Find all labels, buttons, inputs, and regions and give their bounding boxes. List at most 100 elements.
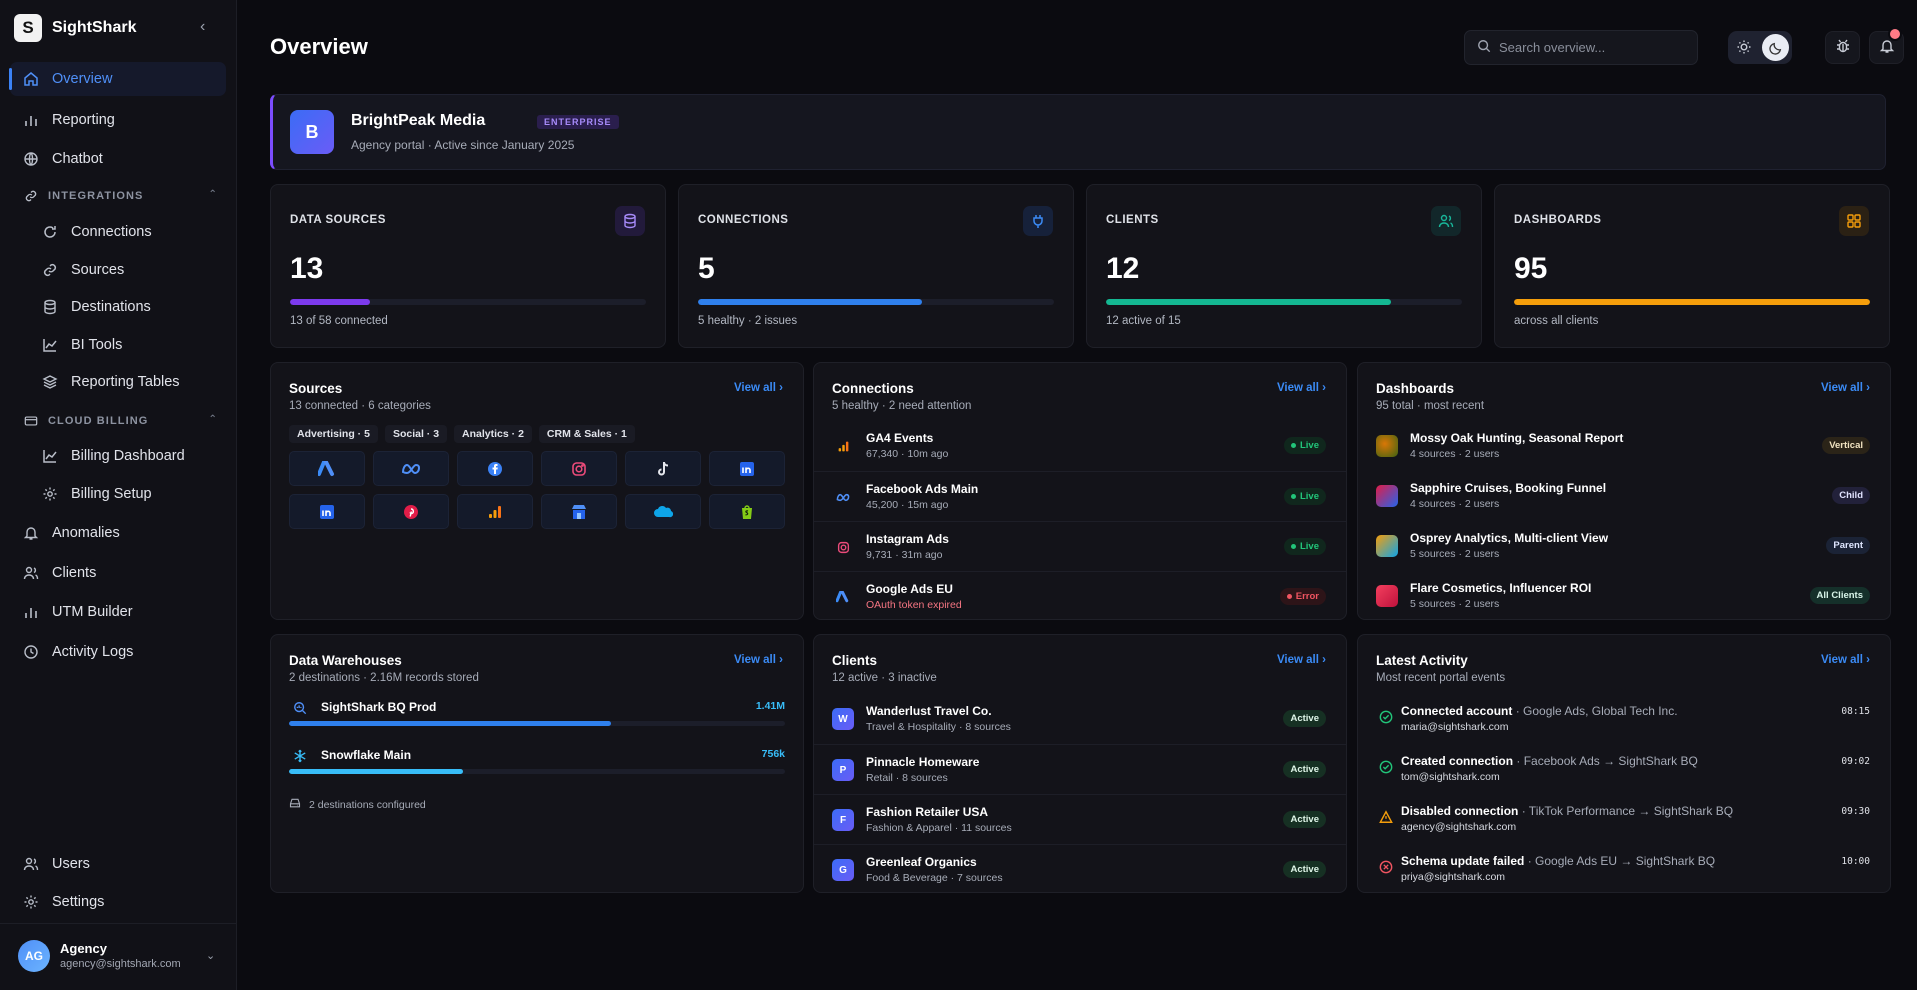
connection-row[interactable]: Instagram Ads 9,731 · 31m ago Live bbox=[814, 521, 1346, 571]
sidebar-item-connections[interactable]: Connections bbox=[10, 215, 226, 249]
sidebar-item-anomalies[interactable]: Anomalies bbox=[10, 516, 226, 550]
card-subtitle: 12 active · 3 inactive bbox=[832, 672, 937, 684]
view-all-activity-link[interactable]: View all › bbox=[1821, 654, 1870, 666]
chevron-right-icon: › bbox=[1322, 382, 1326, 394]
theme-toggle[interactable] bbox=[1728, 31, 1792, 64]
activity-row[interactable]: Schema update failed · Google Ads EU → S… bbox=[1358, 844, 1890, 894]
activity-row[interactable]: Disabled connection · TikTok Performance… bbox=[1358, 794, 1890, 844]
error-circle-icon bbox=[1378, 859, 1394, 875]
link-label: View all bbox=[1820, 382, 1863, 394]
page-title: Overview bbox=[270, 34, 368, 59]
users-icon bbox=[22, 564, 40, 582]
sidebar-item-sources[interactable]: Sources bbox=[10, 253, 226, 287]
status-badge: Active bbox=[1283, 761, 1326, 778]
instagram-icon[interactable] bbox=[541, 451, 617, 486]
collapse-sidebar-chevron-left-icon[interactable]: ‹ bbox=[200, 18, 206, 35]
client-detail: Fashion & Apparel · 11 sources bbox=[866, 822, 1012, 834]
main-content: Overview B BrightPeak Media ENTERPRISE A… bbox=[237, 0, 1917, 990]
search-icon bbox=[1477, 39, 1491, 56]
sidebar-item-billing-dashboard[interactable]: Billing Dashboard bbox=[10, 439, 226, 473]
client-row[interactable]: F Fashion Retailer USA Fashion & Apparel… bbox=[814, 794, 1346, 844]
pinterest-icon[interactable] bbox=[373, 494, 449, 529]
meta-icon[interactable] bbox=[373, 451, 449, 486]
category-chip[interactable]: CRM & Sales · 1 bbox=[538, 425, 635, 443]
meta-icon bbox=[832, 486, 854, 508]
sidebar-item-reporting-tables[interactable]: Reporting Tables bbox=[10, 365, 226, 399]
shopify-icon[interactable] bbox=[709, 494, 785, 529]
view-all-dashboards-link[interactable]: View all › bbox=[1821, 382, 1870, 394]
sidebar-item-bi-tools[interactable]: BI Tools bbox=[10, 328, 226, 362]
stat-value: 13 bbox=[290, 252, 324, 285]
sidebar-item-activity-logs[interactable]: Activity Logs bbox=[10, 635, 226, 669]
facebook-icon[interactable] bbox=[457, 451, 533, 486]
card-title: Connections bbox=[832, 381, 914, 396]
bigquery-icon bbox=[292, 700, 308, 716]
linkedin-icon[interactable] bbox=[709, 451, 785, 486]
linkedin-icon[interactable] bbox=[289, 494, 365, 529]
stat-label: CLIENTS bbox=[1106, 214, 1159, 226]
sidebar-section-cloud-billing[interactable]: CLOUD BILLING ⌃ bbox=[22, 411, 218, 431]
notifications-button[interactable] bbox=[1869, 27, 1904, 64]
sidebar-item-users[interactable]: Users bbox=[10, 847, 226, 881]
search-box[interactable] bbox=[1464, 30, 1698, 65]
connection-row[interactable]: GA4 Events 67,340 · 10m ago Live bbox=[814, 421, 1346, 471]
view-all-warehouses-link[interactable]: View all › bbox=[734, 654, 783, 666]
status-dot bbox=[1290, 442, 1296, 448]
connection-name: Google Ads EU bbox=[866, 582, 953, 596]
globe-icon bbox=[22, 150, 40, 168]
category-chip[interactable]: Social · 3 bbox=[384, 425, 448, 443]
salesforce-icon[interactable] bbox=[625, 494, 701, 529]
google-my-business-icon[interactable] bbox=[541, 494, 617, 529]
view-all-connections-link[interactable]: View all › bbox=[1277, 382, 1326, 394]
client-name: Greenleaf Organics bbox=[866, 855, 977, 869]
dashboard-row[interactable]: Sapphire Cruises, Booking Funnel 4 sourc… bbox=[1358, 471, 1890, 521]
tiktok-icon[interactable] bbox=[625, 451, 701, 486]
chevron-down-icon[interactable]: ⌄ bbox=[206, 950, 216, 962]
category-chip[interactable]: Advertising · 5 bbox=[289, 425, 378, 443]
bug-report-button[interactable] bbox=[1825, 31, 1860, 64]
brand[interactable]: S SightShark bbox=[14, 14, 136, 42]
sidebar-item-destinations[interactable]: Destinations bbox=[10, 290, 226, 324]
card-subtitle: 5 healthy · 2 need attention bbox=[832, 400, 972, 412]
sidebar-item-overview[interactable]: Overview bbox=[9, 62, 226, 96]
client-name: Wanderlust Travel Co. bbox=[866, 704, 992, 718]
moon-icon bbox=[1762, 34, 1789, 61]
dashboard-row[interactable]: Osprey Analytics, Multi-client View 5 so… bbox=[1358, 521, 1890, 571]
dashboard-row[interactable]: Mossy Oak Hunting, Seasonal Report 4 sou… bbox=[1358, 421, 1890, 471]
sidebar-section-integrations[interactable]: INTEGRATIONS ⌃ bbox=[22, 186, 218, 206]
google-analytics-icon[interactable] bbox=[457, 494, 533, 529]
google-ads-icon[interactable] bbox=[289, 451, 365, 486]
view-all-clients-link[interactable]: View all › bbox=[1277, 654, 1326, 666]
stat-progress bbox=[1514, 299, 1870, 305]
stat-card-clients[interactable]: CLIENTS 12 12 active of 15 bbox=[1086, 184, 1482, 348]
connection-row[interactable]: Facebook Ads Main 45,200 · 15m ago Live bbox=[814, 471, 1346, 521]
stat-card-connections[interactable]: CONNECTIONS 5 5 healthy · 2 issues bbox=[678, 184, 1074, 348]
sidebar-item-billing-setup[interactable]: Billing Setup bbox=[10, 477, 226, 511]
stat-card-dashboards[interactable]: DASHBOARDS 95 across all clients bbox=[1494, 184, 1890, 348]
view-all-sources-link[interactable]: View all › bbox=[734, 382, 783, 394]
client-row[interactable]: W Wanderlust Travel Co. Travel & Hospita… bbox=[814, 694, 1346, 744]
stat-card-data-sources[interactable]: DATA SOURCES 13 13 of 58 connected bbox=[270, 184, 666, 348]
sidebar-item-reporting[interactable]: Reporting bbox=[10, 103, 226, 137]
category-chip[interactable]: Analytics · 2 bbox=[454, 425, 532, 443]
activity-row[interactable]: Created connection · Facebook Ads → Sigh… bbox=[1358, 744, 1890, 794]
search-input[interactable] bbox=[1499, 40, 1679, 55]
connection-detail: 67,340 · 10m ago bbox=[866, 448, 949, 460]
line-chart-icon bbox=[41, 447, 59, 465]
stat-subtext: 13 of 58 connected bbox=[290, 315, 388, 327]
activity-text: Disabled connection · TikTok Performance… bbox=[1401, 804, 1733, 818]
dashboard-row[interactable]: Flare Cosmetics, Influencer ROI 5 source… bbox=[1358, 571, 1890, 621]
activity-row[interactable]: Connected account · Google Ads, Global T… bbox=[1358, 694, 1890, 744]
stat-value: 12 bbox=[1106, 252, 1140, 285]
sidebar-item-chatbot[interactable]: Chatbot bbox=[10, 142, 226, 176]
sidebar-item-settings[interactable]: Settings bbox=[10, 885, 226, 919]
connection-row[interactable]: Google Ads EU OAuth token expired Error bbox=[814, 571, 1346, 621]
user-menu[interactable]: AG Agency agency@sightshark.com ⌄ bbox=[0, 923, 236, 990]
client-row[interactable]: P Pinnacle Homeware Retail · 8 sources A… bbox=[814, 744, 1346, 794]
sidebar-item-utm-builder[interactable]: UTM Builder bbox=[10, 595, 226, 629]
sources-card: Sources 13 connected · 6 categories View… bbox=[270, 362, 804, 620]
client-row[interactable]: G Greenleaf Organics Food & Beverage · 7… bbox=[814, 844, 1346, 894]
card-title: Latest Activity bbox=[1376, 653, 1468, 668]
sidebar-item-clients[interactable]: Clients bbox=[10, 556, 226, 590]
stat-label: CONNECTIONS bbox=[698, 214, 789, 226]
